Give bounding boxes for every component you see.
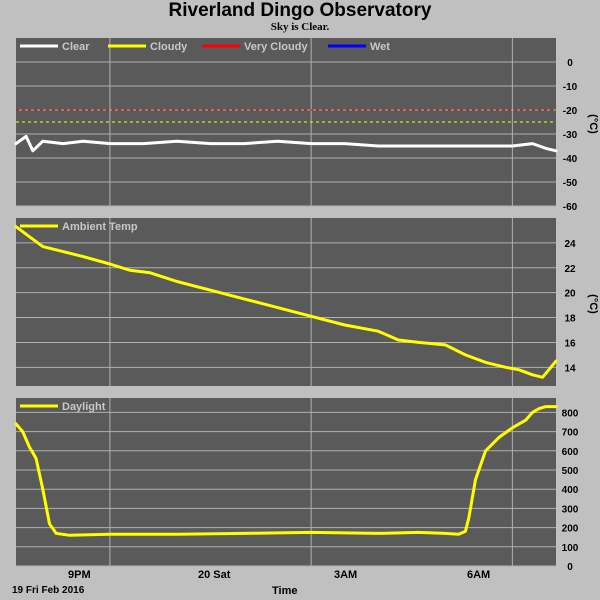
y-tick-label: 500 [562,466,579,477]
y-tick-label: 400 [562,485,579,496]
y-tick-label: 700 [562,428,579,439]
ambient-temperature-panel: 24 22 20 18 16 14 (°C) Ambient Temp [0,214,600,390]
legend-entry: Clear [62,41,90,53]
y-tick-label: -50 [563,178,578,189]
y-tick-label: 0 [567,562,573,570]
plot-area [16,218,556,386]
y-tick-label: -60 [563,202,578,210]
y-tick-label: 200 [562,524,579,535]
chart-svg: 800 700 600 500 400 300 200 100 0 Daylight [14,398,579,570]
x-tick-label: 9PM [68,569,91,581]
y-tick-label: -20 [563,106,578,117]
y-tick-label: 14 [564,363,576,374]
legend-entry: Daylight [62,401,106,413]
y-tick-label: 300 [562,504,579,515]
chart-svg: 24 22 20 18 16 14 (°C) Ambient Temp [14,218,599,386]
date-label: 19 Fri Feb 2016 [12,585,85,596]
y-tick-label: -40 [563,154,578,165]
x-tick-label: 6AM [467,569,491,581]
y-tick-label: 800 [562,408,579,419]
plot-area [16,398,556,566]
sky-temperature-panel: 0 -10 -20 -30 -40 -50 -60 (°C) Clear Cloudy Very C… [0,34,600,210]
y-tick-label: 100 [562,543,579,554]
legend-entry: Wet [370,41,390,53]
y-tick-label: 20 [564,289,576,300]
y-axis-unit-label: (°C) [587,114,599,134]
series-line-daylight [14,405,558,537]
legend-entry: Cloudy [150,41,188,53]
legend-entry: Ambient Temp [62,221,138,233]
series-line-clear [14,134,558,153]
y-axis-unit-label: (°C) [587,294,599,314]
y-tick-label: -30 [563,130,578,141]
x-tick-label: 3AM [334,569,358,581]
y-tick-label: 22 [564,264,576,275]
daylight-panel: 800 700 600 500 400 300 200 100 0 Daylight [0,394,600,570]
sky-status: Sky is Clear. [270,21,330,33]
page-title: Riverland Dingo Observatory [168,0,432,21]
chart-svg: 0 -10 -20 -30 -40 -50 -60 (°C) Clear Cloudy Very C… [14,38,599,210]
y-tick-label: 16 [564,338,576,349]
y-tick-label: 0 [567,58,573,69]
legend-entry: Very Cloudy [244,41,308,53]
y-tick-label: 18 [564,314,576,325]
x-tick-label: 20 Sat [198,569,231,581]
y-tick-label: 24 [564,239,576,250]
series-line-ambient-temp [14,225,558,379]
y-tick-label: -10 [563,82,578,93]
x-axis-title: Time [272,585,298,597]
y-tick-label: 600 [562,447,579,458]
